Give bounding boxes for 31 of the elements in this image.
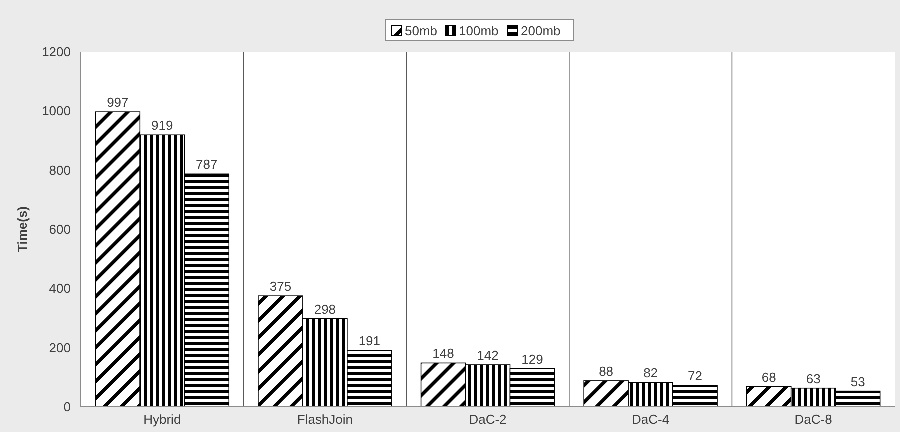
x-tick-label: DaC-8 bbox=[794, 412, 832, 427]
data-label: 129 bbox=[522, 352, 544, 367]
data-label: 63 bbox=[806, 371, 821, 386]
data-label: 53 bbox=[850, 374, 866, 390]
data-label: 72 bbox=[688, 368, 703, 384]
data-label: 997 bbox=[107, 95, 129, 110]
data-label: 88 bbox=[599, 364, 614, 379]
y-tick-label: 1000 bbox=[42, 104, 71, 119]
y-axis-title: Time(s) bbox=[15, 206, 30, 252]
data-label: 787 bbox=[196, 157, 218, 172]
legend-label: 100mb bbox=[459, 24, 499, 38]
data-label: 375 bbox=[270, 279, 292, 294]
data-label: 298 bbox=[314, 302, 336, 317]
data-label: 191 bbox=[358, 333, 381, 348]
y-tick-label: 1200 bbox=[42, 44, 71, 60]
x-tick-label: FlashJoin bbox=[297, 412, 354, 427]
data-label: 82 bbox=[644, 366, 658, 381]
y-tick-label: 800 bbox=[49, 162, 71, 178]
data-label: 919 bbox=[152, 118, 174, 134]
legend-label: 50mb bbox=[405, 24, 438, 38]
data-label: 68 bbox=[762, 370, 776, 385]
y-tick-label: 0 bbox=[64, 400, 71, 415]
x-tick-label: DaC-4 bbox=[632, 412, 670, 427]
x-tick-label: Hybrid bbox=[144, 412, 182, 427]
data-label: 142 bbox=[477, 348, 499, 363]
legend-label: 200mb bbox=[521, 24, 561, 38]
x-tick-label: DaC-2 bbox=[469, 412, 507, 427]
y-tick-label: 600 bbox=[49, 222, 71, 238]
y-tick-label: 400 bbox=[49, 281, 71, 296]
data-label: 148 bbox=[432, 346, 454, 362]
y-tick-label: 200 bbox=[49, 340, 71, 356]
